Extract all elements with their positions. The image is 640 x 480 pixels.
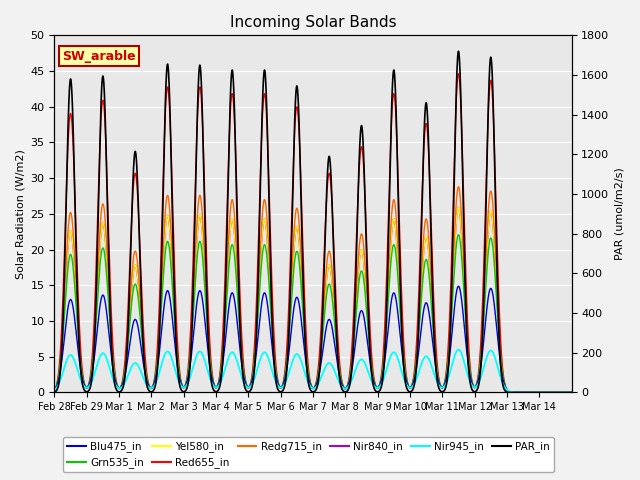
Legend: Blu475_in, Grn535_in, Yel580_in, Red655_in, Redg715_in, Nir840_in, Nir945_in, PA: Blu475_in, Grn535_in, Yel580_in, Red655_…: [63, 437, 554, 472]
Y-axis label: PAR (umol/m2/s): PAR (umol/m2/s): [615, 168, 625, 260]
Y-axis label: Solar Radiation (W/m2): Solar Radiation (W/m2): [15, 149, 25, 279]
Text: SW_arable: SW_arable: [62, 49, 136, 62]
Title: Incoming Solar Bands: Incoming Solar Bands: [230, 15, 396, 30]
